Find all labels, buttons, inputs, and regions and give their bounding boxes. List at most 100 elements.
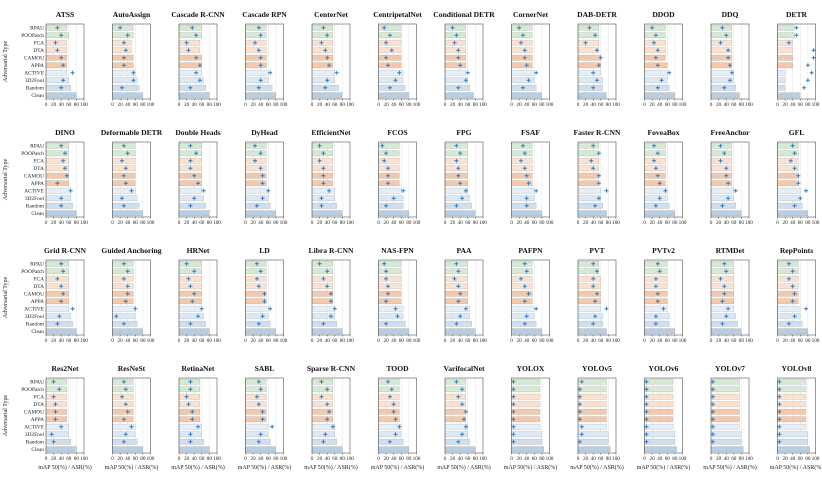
subplot-title: FSAF (521, 128, 540, 137)
tick-label: 60 (465, 102, 471, 108)
tick-label: 20 (184, 338, 190, 344)
plot-frame (245, 23, 284, 100)
marker (657, 181, 662, 186)
marker (591, 85, 596, 90)
marker (188, 432, 193, 437)
tick-label: 0 (45, 338, 48, 344)
marker (262, 299, 267, 304)
subplot-title: YOLOX (517, 364, 545, 373)
tick-label: 40 (790, 338, 796, 344)
category-label: POOPatch (21, 387, 44, 393)
marker (49, 432, 54, 437)
bar (444, 393, 467, 400)
subplot-title: ATSS (56, 10, 74, 19)
marker (458, 291, 463, 296)
plot-frame (511, 141, 550, 218)
marker (323, 85, 328, 90)
bar (777, 416, 807, 423)
marker (61, 158, 66, 163)
marker (454, 261, 459, 266)
bar (45, 187, 71, 194)
bar (45, 431, 69, 438)
tick-label: 40 (391, 338, 397, 344)
category-label: 3D2Fool (25, 432, 45, 438)
marker (129, 188, 134, 193)
bar (511, 438, 543, 445)
plot-frame (378, 141, 417, 218)
marker (184, 261, 189, 266)
marker (534, 188, 539, 193)
subplot-cornernet: CornerNet 0 20 40 60 80 100 (510, 10, 554, 108)
tick-label: 100 (479, 456, 487, 462)
bar (511, 401, 541, 408)
marker (393, 306, 398, 311)
bar (777, 446, 810, 453)
marker (186, 402, 191, 407)
marker (196, 181, 200, 186)
marker (190, 417, 195, 422)
tick-label: 0 (45, 102, 48, 108)
plot-frame (311, 141, 351, 218)
subplot-centripetalnet: CentripetalNet 0 20 40 60 80 100 (373, 10, 422, 108)
tick-label: 80 (672, 456, 678, 462)
subplot-title: PAA (456, 246, 472, 255)
bar (710, 210, 742, 217)
subplot-title: DyHead (251, 128, 278, 137)
subplot-title: Conditional DETR (433, 10, 495, 19)
bar (378, 24, 402, 31)
bar (710, 150, 733, 157)
marker (463, 306, 468, 311)
bar (112, 92, 144, 99)
marker (653, 314, 658, 319)
marker (595, 78, 599, 83)
bar (710, 32, 733, 39)
tick-label: 100 (280, 338, 288, 344)
tick-label: 40 (724, 456, 730, 462)
marker (61, 269, 66, 274)
bar (311, 260, 334, 267)
marker (456, 394, 461, 399)
bar (178, 328, 210, 335)
bar (444, 408, 467, 415)
bar (112, 408, 134, 415)
tick-label: 60 (66, 220, 72, 226)
bar (444, 62, 467, 69)
subplot-yolov7: YOLOv7 0 20 40 60 80 100 mAP 50(%) / ASR(%) (703, 364, 757, 471)
tick-label: 80 (273, 102, 279, 108)
tick-label: 100 (679, 456, 687, 462)
tick-label: 40 (325, 338, 331, 344)
marker (321, 25, 326, 30)
category-label: RPAU (30, 144, 44, 150)
tick-label: 100 (479, 102, 487, 108)
bar (45, 32, 69, 39)
marker (53, 40, 58, 45)
y-axis-title: Adversarial Type (3, 277, 9, 319)
marker (710, 424, 715, 429)
marker (792, 314, 797, 319)
bar (178, 408, 201, 415)
tick-label: 80 (340, 338, 346, 344)
marker (120, 394, 124, 399)
marker (57, 314, 62, 319)
bar (710, 431, 742, 438)
tick-label: 60 (798, 102, 804, 108)
bar (311, 305, 335, 312)
tick-label: 40 (258, 220, 264, 226)
bar (112, 305, 136, 312)
marker (194, 33, 199, 38)
bar (777, 408, 807, 415)
marker (511, 417, 516, 422)
marker (520, 143, 525, 148)
marker (794, 33, 799, 38)
tick-label: 20 (583, 220, 589, 226)
plot-frame (710, 259, 750, 336)
marker (722, 151, 727, 156)
marker (710, 439, 715, 444)
category-label: Clean (31, 211, 44, 217)
marker (579, 424, 584, 429)
bar (644, 438, 676, 445)
marker (786, 40, 791, 45)
bar (178, 210, 210, 217)
bar (577, 165, 600, 172)
tick-label: 80 (805, 102, 811, 108)
